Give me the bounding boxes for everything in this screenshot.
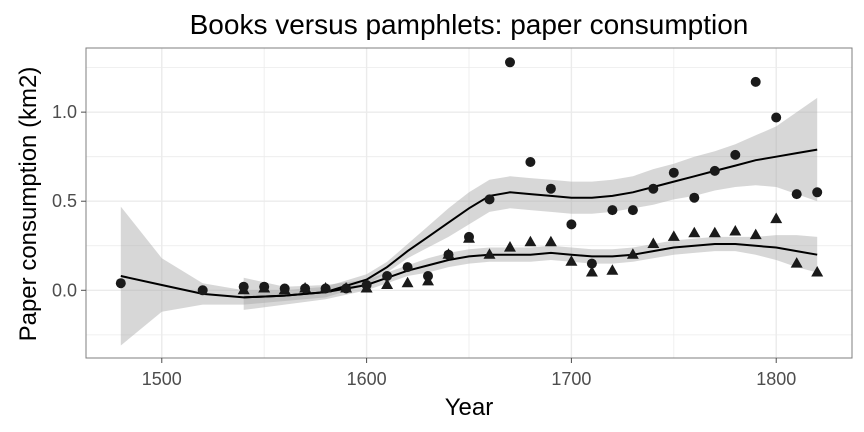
- data-point-circle: [771, 112, 782, 123]
- data-point-circle: [566, 219, 577, 230]
- data-point-circle: [607, 205, 618, 216]
- data-point-triangle: [524, 235, 537, 247]
- x-tick-label: 1800: [756, 369, 796, 389]
- data-point-circle: [627, 205, 638, 216]
- data-point-triangle: [667, 230, 680, 241]
- data-point-triangle: [237, 283, 250, 295]
- data-point-triangle: [626, 248, 639, 259]
- data-point-triangle: [463, 232, 475, 243]
- data-point-triangle: [381, 278, 394, 289]
- data-point-triangle: [688, 226, 701, 238]
- data-point-triangle: [360, 282, 373, 293]
- x-tick-label: 1700: [551, 369, 591, 389]
- data-point-circle: [648, 183, 659, 194]
- data-point-triangle: [258, 282, 271, 293]
- x-tick-label: 1500: [142, 369, 182, 389]
- data-point-circle: [402, 262, 413, 273]
- data-point-triangle: [401, 276, 414, 288]
- data-point-circle: [115, 278, 126, 289]
- data-point-triangle: [606, 264, 619, 275]
- data-point-circle: [689, 192, 700, 203]
- data-point-triangle: [749, 228, 762, 240]
- data-point-triangle: [729, 225, 742, 236]
- y-tick-label: 0.0: [52, 280, 77, 300]
- data-point-circle: [750, 76, 761, 87]
- data-point-triangle: [319, 282, 332, 293]
- x-tick-label: 1600: [347, 369, 387, 389]
- data-point-circle: [525, 157, 536, 167]
- data-point-circle: [668, 167, 679, 178]
- data-point-triangle: [422, 274, 434, 286]
- y-tick-label: 1.0: [52, 102, 77, 122]
- confidence-band-circle: [120, 97, 818, 346]
- plot-border: [85, 47, 853, 359]
- data-point-circle: [586, 258, 597, 269]
- data-point-triangle: [708, 226, 721, 238]
- confidence-band-triangle: [243, 235, 818, 310]
- data-point-circle: [730, 149, 741, 160]
- data-point-circle: [505, 57, 515, 68]
- data-point-triangle: [770, 212, 783, 224]
- data-point-circle: [197, 285, 208, 296]
- data-point-circle: [812, 187, 823, 198]
- data-point-circle: [382, 271, 393, 281]
- data-point-circle: [545, 183, 556, 194]
- data-point-triangle: [790, 257, 803, 268]
- data-point-triangle: [585, 266, 598, 277]
- data-point-triangle: [811, 266, 824, 277]
- data-point-triangle: [565, 255, 578, 266]
- y-axis-title: Paper consumption (km2): [15, 67, 42, 342]
- data-point-triangle: [504, 241, 516, 252]
- chart-title: Books versus pamphlets: paper consumptio…: [190, 9, 749, 40]
- data-point-triangle: [544, 235, 557, 247]
- data-point-triangle: [647, 237, 660, 248]
- data-point-circle: [484, 194, 495, 205]
- plot-area: 1500 1600 1700 1800 0.0 0.5 1.0: [52, 47, 853, 389]
- data-point-triangle: [299, 282, 312, 293]
- data-point-circle: [709, 165, 720, 176]
- data-point-circle: [791, 189, 802, 200]
- data-point-triangle: [340, 282, 353, 293]
- y-tick-label: 0.5: [52, 191, 77, 211]
- x-axis-title: Year: [445, 394, 494, 421]
- data-point-triangle: [483, 248, 496, 259]
- data-point-triangle: [442, 248, 455, 259]
- data-point-triangle: [278, 283, 291, 295]
